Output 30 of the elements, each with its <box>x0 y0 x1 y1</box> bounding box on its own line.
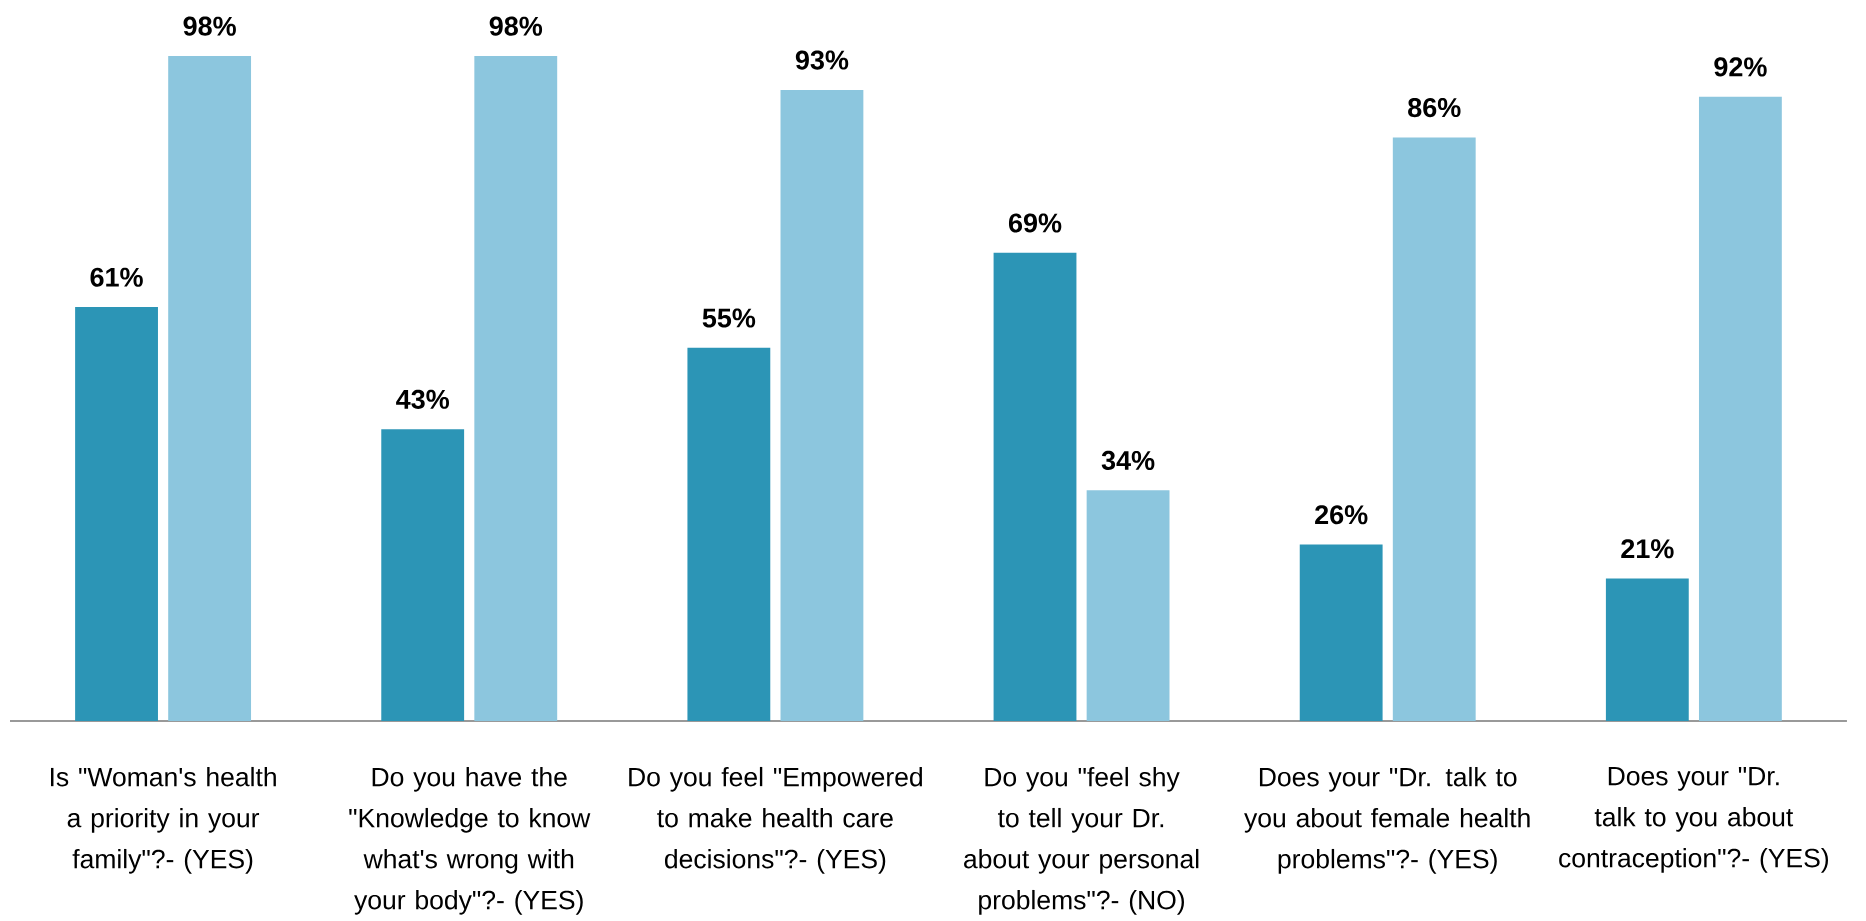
bar <box>993 252 1077 721</box>
data-label: 92% <box>1714 57 1767 77</box>
bar <box>687 347 771 721</box>
data-label: 98% <box>489 16 543 36</box>
bar <box>474 56 558 721</box>
x-tick-label: Does your "Dr. talk to you about contraception"?- (YES) <box>1559 766 1829 873</box>
bar <box>1086 490 1170 721</box>
x-tick-label: Do you have the "Knowledge to know what's wrong with your body"?- (YES) <box>349 766 591 915</box>
x-tick-label: Do you "feel shy to tell your Dr. about your personal problems"?- (NO) <box>964 766 1199 915</box>
data-label: 93% <box>795 50 849 70</box>
data-label: 55% <box>702 308 756 328</box>
data-label: 21% <box>1621 539 1674 559</box>
data-label: 86% <box>1408 98 1461 118</box>
bar <box>780 89 864 721</box>
x-tick-label: Do you feel "Empowered to make health care decisions"?- (YES) <box>629 766 922 874</box>
data-label: 69% <box>1008 213 1062 233</box>
bar <box>381 429 465 721</box>
data-label: 26% <box>1315 505 1368 525</box>
bar <box>1698 96 1782 721</box>
x-tick-label: Is "Woman's health a priority in your family"?- (YES) <box>50 766 276 874</box>
x-tick-label: Does your "Dr. talk to you about female health problems"?- (YES) <box>1244 766 1530 874</box>
data-label: 34% <box>1101 450 1155 471</box>
bar <box>1299 544 1383 721</box>
data-label: 98% <box>183 16 236 36</box>
data-label: 43% <box>396 389 449 409</box>
data-label: 61% <box>90 267 143 287</box>
bar <box>1605 578 1689 721</box>
bar <box>168 56 252 721</box>
bar <box>1392 137 1476 721</box>
bar <box>75 307 158 721</box>
